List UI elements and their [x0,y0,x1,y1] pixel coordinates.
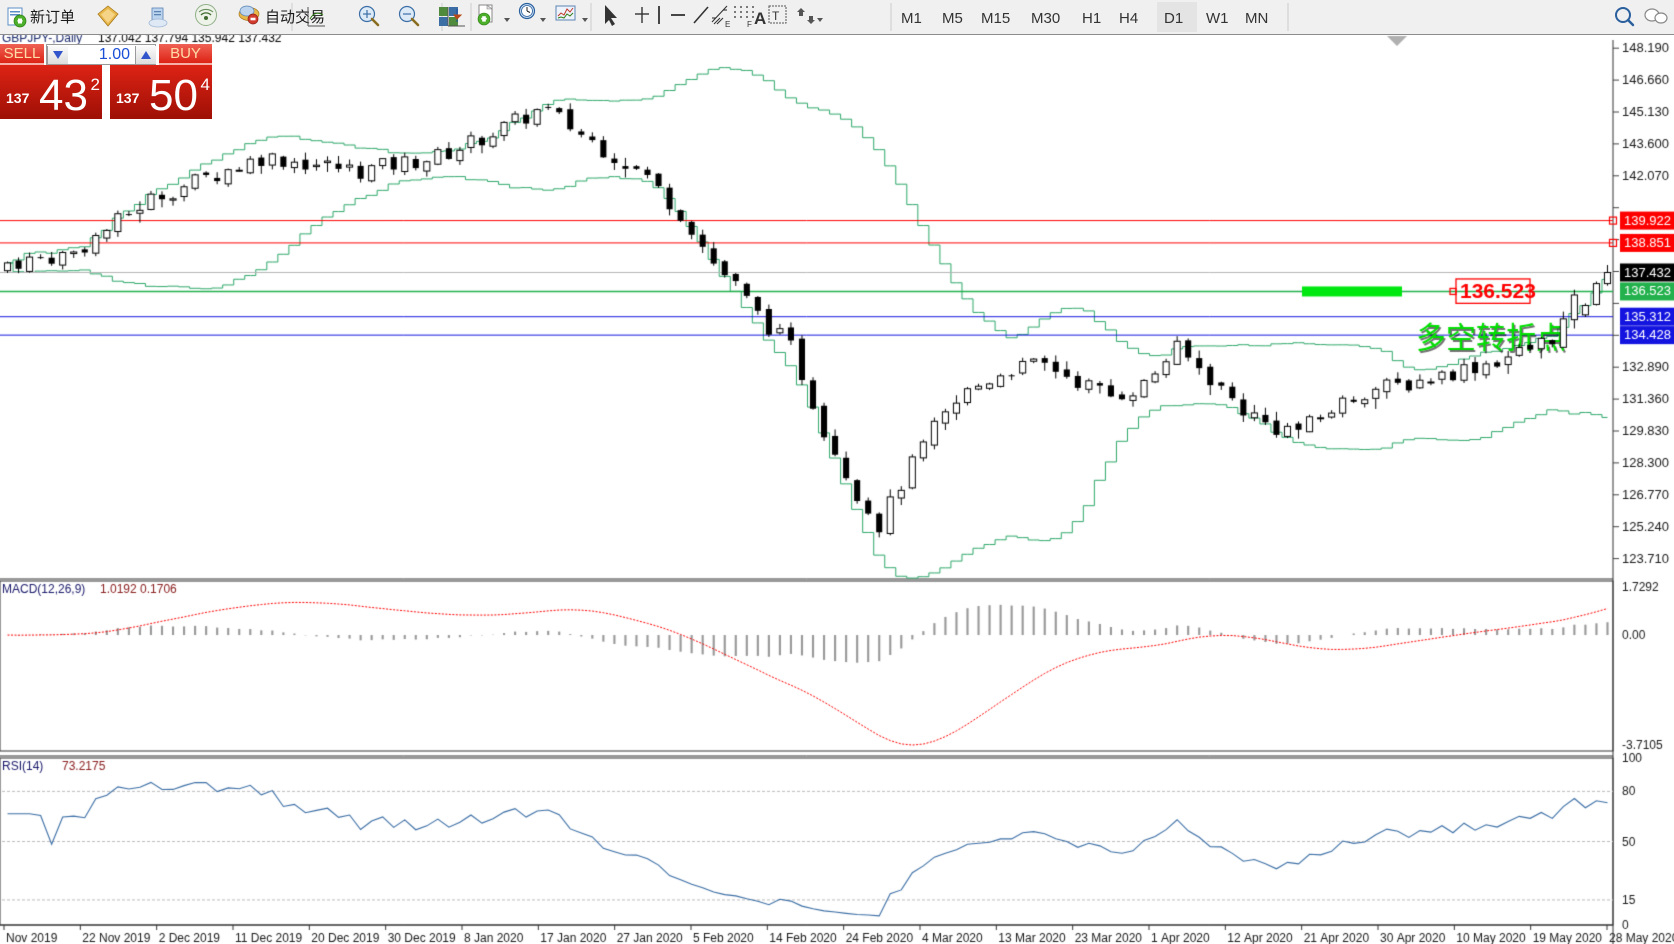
svg-text:M15: M15 [981,10,1010,27]
svg-text:M1: M1 [901,10,922,27]
svg-text:D1: D1 [1164,10,1183,27]
svg-text:MN: MN [1245,10,1268,27]
svg-text:W1: W1 [1206,10,1229,27]
svg-text:M5: M5 [942,10,963,27]
svg-text:H1: H1 [1082,10,1101,27]
svg-text:M30: M30 [1031,10,1060,27]
svg-text:H4: H4 [1119,10,1138,27]
